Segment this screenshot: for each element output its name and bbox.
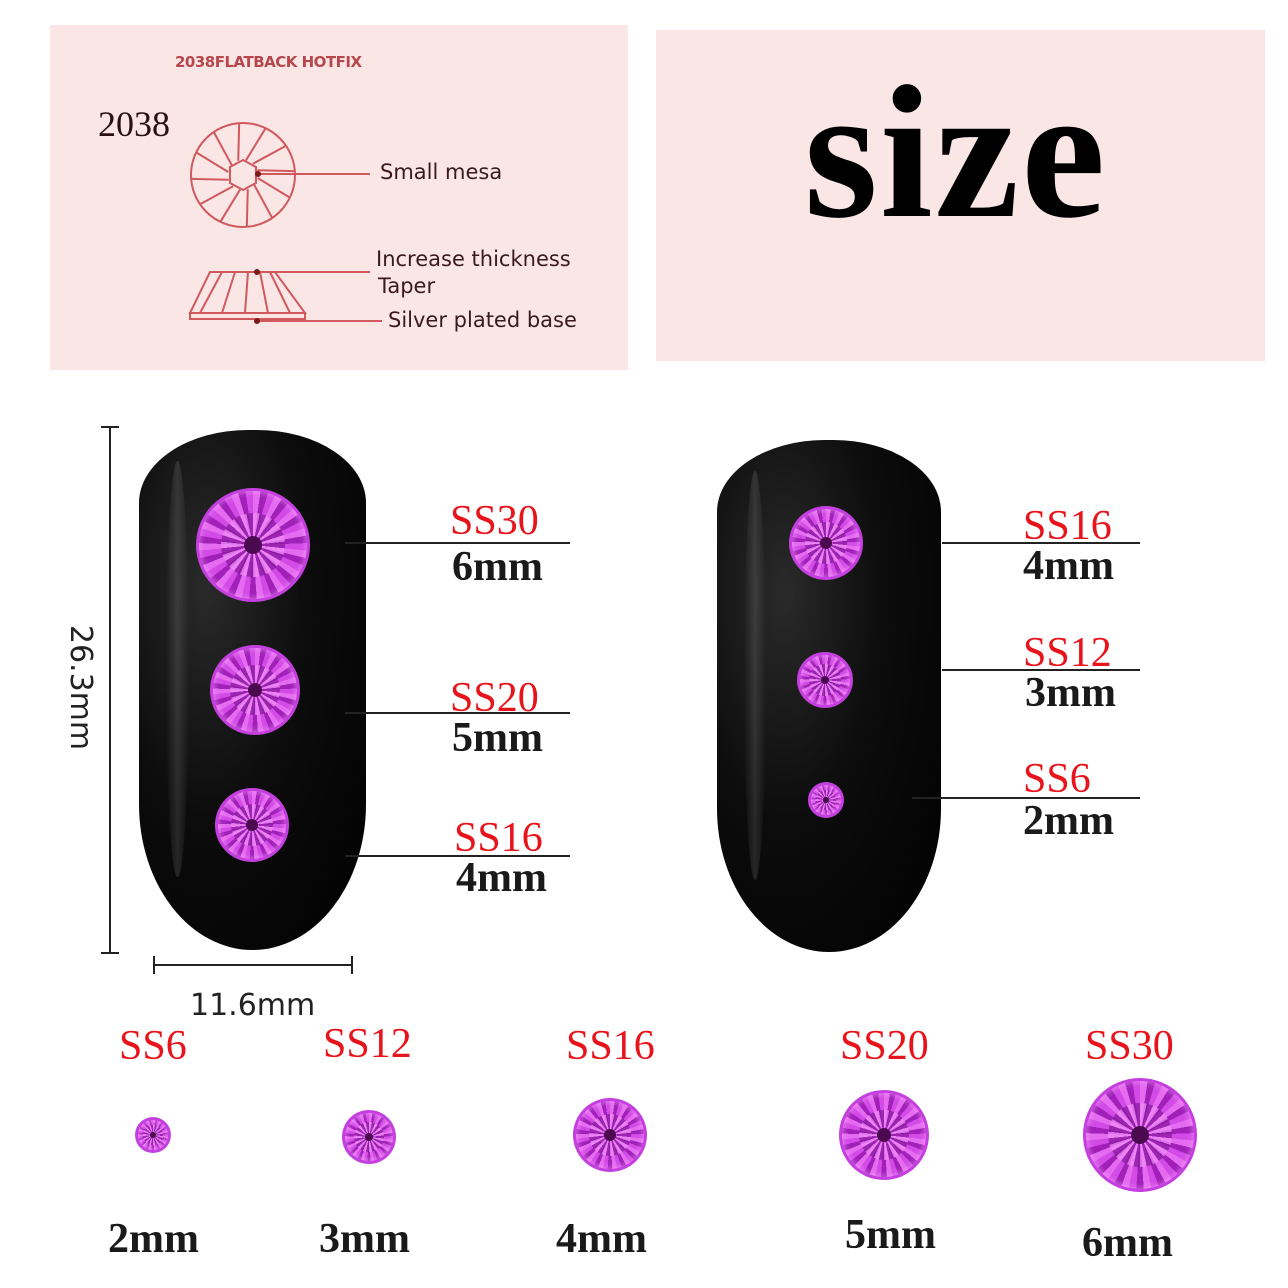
code-label: SS16 [1023,503,1112,549]
dimension-tick [351,956,353,974]
structure-diagram-panel: 2038FLATBACK HOTFIX 2038 Small mesa Incr… [50,25,628,370]
gem-ss16 [573,1098,647,1172]
gem-ss20 [210,645,300,735]
diagram-header: 2038FLATBACK HOTFIX [175,53,362,71]
height-dimension-line [109,427,111,954]
size-label: 2mm [1023,798,1114,844]
gem-ss30 [1083,1078,1197,1192]
rhinestone-diagram [188,122,382,324]
side-view-icon [188,271,382,322]
leader-line [942,669,1140,671]
size-label: 4mm [556,1216,647,1262]
gem-ss6 [808,782,844,818]
code-label: SS30 [450,498,539,544]
code-label: SS20 [450,675,539,721]
leader-line [942,542,1140,544]
label-small-mesa: Small mesa [380,160,503,184]
size-label: 3mm [1025,670,1116,716]
size-label: 6mm [1082,1220,1173,1266]
gem-ss6 [135,1117,171,1153]
code-label: SS30 [1085,1023,1174,1069]
size-label: 3mm [319,1216,410,1262]
leader-line [345,542,570,544]
gem-ss12 [797,652,853,708]
label-taper: Taper [378,274,436,298]
size-label: 5mm [845,1212,936,1258]
gem-ss30 [196,488,310,602]
code-label: SS12 [323,1021,412,1067]
width-label: 11.6mm [190,988,316,1023]
gem-ss20 [839,1090,929,1180]
dimension-tick [153,956,155,974]
top-view-icon [190,122,370,228]
height-label: 26.3mm [63,624,99,751]
gem-ss12 [342,1110,396,1164]
code-label: SS20 [840,1023,929,1069]
code-label: SS16 [566,1023,655,1069]
size-label: 5mm [452,715,543,761]
title-panel: size [656,30,1265,361]
leader-line [345,855,570,857]
code-label: SS6 [1023,756,1091,802]
label-silver-plated-base: Silver plated base [388,308,577,332]
gem-ss16 [789,506,863,580]
code-label: SS16 [454,815,543,861]
code-label: SS6 [119,1023,187,1069]
size-label: 4mm [456,855,547,901]
gem-ss16 [215,788,289,862]
leader-line [912,797,1140,799]
label-increase-thickness: Increase thickness [376,247,571,271]
size-label: 6mm [452,544,543,590]
size-label: 4mm [1023,543,1114,589]
size-label: 2mm [108,1216,199,1262]
code-label: SS12 [1023,630,1112,676]
page-title: size [804,48,1108,258]
width-dimension-line [154,964,352,966]
dimension-tick [101,426,119,428]
dimension-tick [101,952,119,954]
leader-line [345,712,570,714]
model-number: 2038 [98,104,170,144]
